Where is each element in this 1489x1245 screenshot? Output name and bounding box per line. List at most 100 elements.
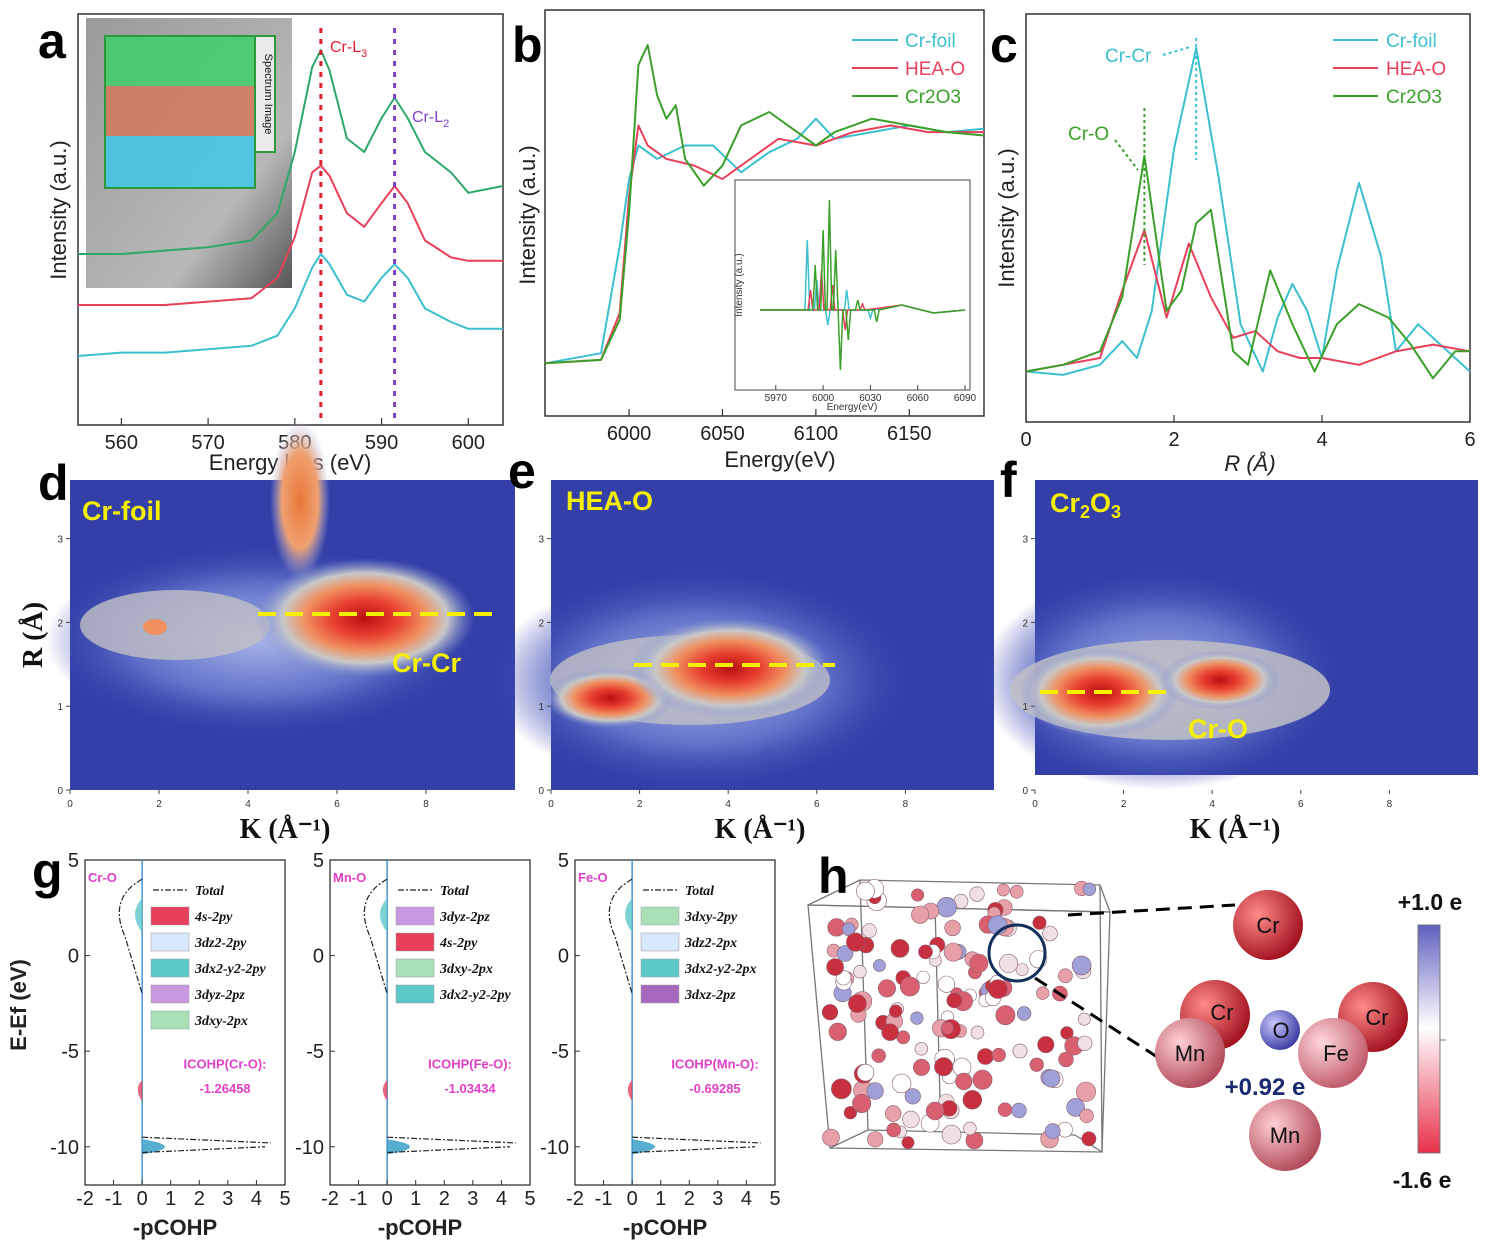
legend-label: Total [195, 884, 224, 899]
legend-label: 3dxz-2pz [684, 988, 736, 1003]
charge-label: +0.92 e [1225, 1074, 1306, 1101]
band-mid [382, 1079, 388, 1101]
annot-cr-o: Cr-O [1068, 124, 1109, 145]
tick-label: 0 [137, 1188, 148, 1210]
atom-mn-bottom-label: Mn [1270, 1123, 1301, 1148]
tick-label: 2 [156, 799, 162, 810]
atom-mn-left [1155, 1018, 1225, 1088]
atom-sphere [891, 1073, 912, 1094]
peak-label-l3: Cr-L3 [330, 39, 367, 60]
scale-max: +1.0 e [1398, 889, 1463, 915]
panel-a-peak-lines [319, 28, 397, 420]
inset-label-box [254, 35, 276, 153]
tick-label: 0 [313, 946, 324, 968]
atom-sphere [1012, 1043, 1028, 1059]
tick-label: 2 [57, 618, 63, 629]
color-scale: +1.0 e -1.6 e [1393, 889, 1463, 1193]
tick-label: 4 [1316, 429, 1327, 451]
tick-label: 8 [1387, 799, 1393, 810]
tick-label: 0 [67, 799, 73, 810]
legend-label: Total [685, 884, 714, 899]
panel-label-d: d [38, 455, 69, 511]
wt-d-caption: Cr-Cr [392, 648, 461, 678]
atom-sphere [904, 1088, 921, 1105]
inset-xlabel: Energy(eV) [827, 402, 878, 413]
band-upper [625, 898, 633, 933]
wt-d-orange-lobe [270, 420, 330, 580]
tick-label: 5 [524, 1188, 535, 1210]
atom-sphere [999, 953, 1019, 973]
band-lower [142, 1139, 165, 1155]
band-mid [627, 1079, 633, 1101]
subplot-frame [329, 859, 531, 1186]
colorbar [1417, 924, 1441, 1154]
atom-sphere [1044, 1123, 1061, 1140]
legend-swatch [150, 958, 190, 978]
atom-sphere [1032, 915, 1047, 930]
wt-f-xlabel: K (Å⁻¹) [1190, 814, 1281, 845]
tick-label: 6050 [700, 423, 745, 445]
atom-sphere [866, 1082, 884, 1100]
panel-label-b: b [512, 17, 543, 73]
atom-sphere [901, 1136, 915, 1149]
atom-cr-right-label: Cr [1365, 1005, 1388, 1030]
panel-c-series [1025, 47, 1471, 380]
atom-sphere [916, 970, 930, 984]
tick-label: 3 [1022, 535, 1028, 546]
tick-label: 1 [538, 702, 544, 713]
atom-sphere [856, 881, 875, 901]
panel-c-legend: Cr-foil HEA-O Cr2O3 [1333, 31, 1446, 108]
series-hea-o [1025, 229, 1471, 373]
tick-label: 1 [1022, 702, 1028, 713]
tick-label: 6150 [887, 423, 932, 445]
band-lower [387, 1139, 410, 1155]
tick-label: 5 [279, 1188, 290, 1210]
tick-label: 2 [1168, 429, 1179, 451]
panel-b-xanes: Cr-foil HEA-O Cr2O3 5970 6000 6030 6060 6090… [512, 9, 985, 472]
panel-a-ylabel: Intensity (a.u.) [46, 140, 71, 279]
atom-sphere [988, 979, 1008, 999]
atom-sphere [881, 1023, 899, 1041]
atom-sphere [972, 1069, 993, 1090]
tick-label: -1 [105, 1188, 123, 1210]
legend-label: 3dz2-2py [194, 936, 247, 951]
atom-sphere [867, 1131, 884, 1148]
tick-label: 3 [538, 535, 544, 546]
wt-e-main-peak [630, 618, 830, 718]
wt-f-caption: Cr-O [1188, 714, 1248, 744]
highlight-circle [987, 923, 1047, 983]
atom-sphere [1076, 1081, 1097, 1102]
inset-tick-label: 6090 [954, 393, 977, 404]
tick-label: -1 [350, 1188, 368, 1210]
series-cr2o3 [1025, 154, 1470, 380]
atom-sphere [843, 1106, 858, 1120]
atom-sphere [1029, 1057, 1044, 1072]
annot-arrow-cr-o [1114, 139, 1139, 171]
cohp-subplot-1: 50-5-10-2 -1 0 1 2 3 4 5-pCOHPCr-OTotal4s-2py3d… [50, 850, 290, 1240]
atom-sphere [1009, 884, 1024, 899]
atom-sphere [1037, 1036, 1055, 1054]
inset-frame [734, 179, 971, 391]
tick-label: 2 [637, 799, 643, 810]
atom-cr-top [1233, 890, 1303, 960]
wt-d-gray-lobe [80, 590, 270, 660]
tick-label: -5 [551, 1041, 569, 1063]
panel-b-ylabel: Intensity (a.u.) [515, 145, 540, 284]
panel-label-g: g [32, 843, 63, 899]
legend-hea-o: HEA-O [1386, 59, 1446, 80]
subplot-title: Mn-O [333, 870, 366, 885]
atom-sphere [1016, 1006, 1032, 1021]
tick-label: 2 [194, 1188, 205, 1210]
panel-c-frame [1025, 13, 1471, 423]
atom-sphere [925, 1101, 945, 1121]
tick-label: 2 [1121, 799, 1127, 810]
atom-cr-left-label: Cr [1210, 1000, 1233, 1025]
tick-label: 8 [423, 799, 429, 810]
atom-sphere [918, 944, 933, 960]
panel-a-series [77, 49, 504, 357]
tick-label: 3 [467, 1188, 478, 1210]
atom-sphere [871, 1048, 886, 1063]
legend-swatch [395, 958, 435, 978]
panel-b-series [544, 44, 985, 365]
subplot-frame [84, 859, 286, 1186]
